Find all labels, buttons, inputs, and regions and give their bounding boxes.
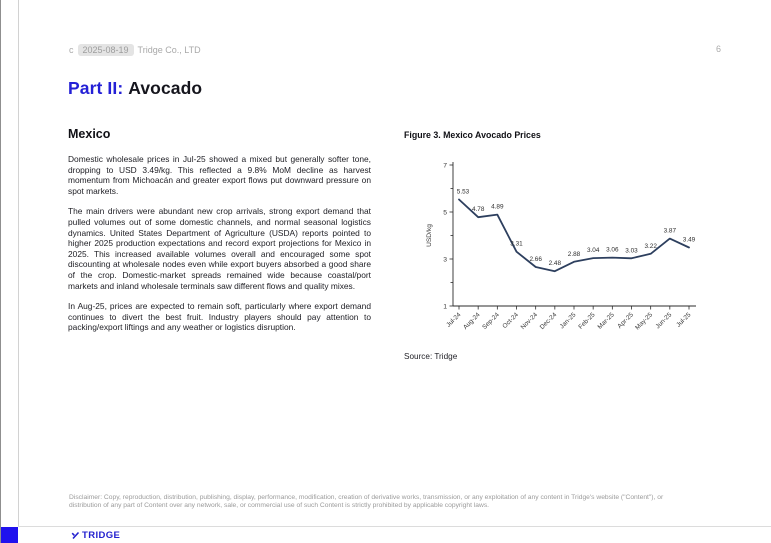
svg-text:Sep-24: Sep-24 — [481, 311, 501, 331]
tridge-logo: TRIDGE — [71, 530, 120, 541]
svg-text:Oct-24: Oct-24 — [501, 311, 520, 330]
page-number: 6 — [715, 44, 721, 54]
part-label: Part II: — [68, 78, 124, 98]
disclaimer-text: Disclaimer: Copy, reproduction, distribu… — [69, 494, 664, 509]
svg-text:4.78: 4.78 — [472, 206, 485, 213]
svg-text:5: 5 — [443, 209, 447, 216]
svg-text:5.53: 5.53 — [457, 189, 470, 196]
figure-title: Figure 3. Mexico Avocado Prices — [404, 130, 541, 140]
svg-text:USD/kg: USD/kg — [426, 224, 433, 247]
paragraph-1: Domestic wholesale prices in Jul-25 show… — [68, 154, 371, 196]
svg-text:Aug-24: Aug-24 — [462, 311, 482, 331]
svg-text:Nov-24: Nov-24 — [520, 311, 540, 331]
svg-text:Apr-25: Apr-25 — [616, 311, 635, 330]
copyright-prefix: c — [69, 45, 74, 55]
svg-text:Dec-24: Dec-24 — [539, 311, 559, 331]
tridge-logo-text: TRIDGE — [82, 529, 121, 541]
company-name: Tridge Co., LTD — [137, 45, 201, 55]
svg-text:Feb-25: Feb-25 — [577, 311, 597, 331]
topic-label: Avocado — [128, 78, 203, 98]
svg-text:4.89: 4.89 — [491, 204, 504, 211]
svg-text:3.49: 3.49 — [683, 236, 696, 243]
svg-text:3.04: 3.04 — [587, 247, 600, 254]
svg-text:3.22: 3.22 — [644, 243, 657, 250]
footer-blue-square — [1, 527, 18, 543]
svg-text:May-25: May-25 — [634, 311, 654, 331]
avocado-price-line-chart: 1 3 5 7 USD/kg Jul-24 Aug-24 Sep-24 Oct-24 Nov-24… — [426, 162, 696, 331]
svg-text:2.66: 2.66 — [529, 256, 542, 263]
svg-text:Jul-25: Jul-25 — [675, 311, 693, 329]
svg-text:Jun-25: Jun-25 — [654, 311, 673, 330]
page-title: Part II: Avocado — [68, 78, 202, 99]
page-header: c 2025-08-19 Tridge Co., LTD — [69, 44, 201, 56]
svg-text:3.87: 3.87 — [664, 228, 677, 235]
svg-text:2.48: 2.48 — [549, 260, 562, 267]
svg-text:3.03: 3.03 — [625, 247, 638, 254]
paragraph-3: In Aug-25, prices are expected to remain… — [68, 301, 371, 333]
tridge-logo-icon — [71, 531, 80, 539]
svg-text:Mar-25: Mar-25 — [596, 311, 616, 331]
svg-text:Jul-24: Jul-24 — [445, 311, 463, 329]
svg-text:3: 3 — [443, 256, 447, 263]
page-left-rail — [1, 0, 19, 543]
page-footer: TRIDGE — [18, 526, 771, 543]
svg-text:1: 1 — [443, 303, 447, 310]
svg-text:3.31: 3.31 — [510, 241, 523, 248]
svg-text:Jan-25: Jan-25 — [559, 311, 578, 330]
section-heading: Mexico — [68, 127, 111, 141]
paragraph-2: The main drivers were abundant new crop … — [68, 206, 371, 291]
figure-source: Source: Tridge — [404, 352, 458, 361]
body-column: Mexico Domestic wholesale prices in Jul-… — [68, 127, 371, 343]
svg-text:3.06: 3.06 — [606, 247, 619, 254]
report-date-badge: 2025-08-19 — [77, 44, 134, 56]
svg-text:2.88: 2.88 — [568, 251, 581, 258]
svg-text:7: 7 — [443, 162, 447, 169]
